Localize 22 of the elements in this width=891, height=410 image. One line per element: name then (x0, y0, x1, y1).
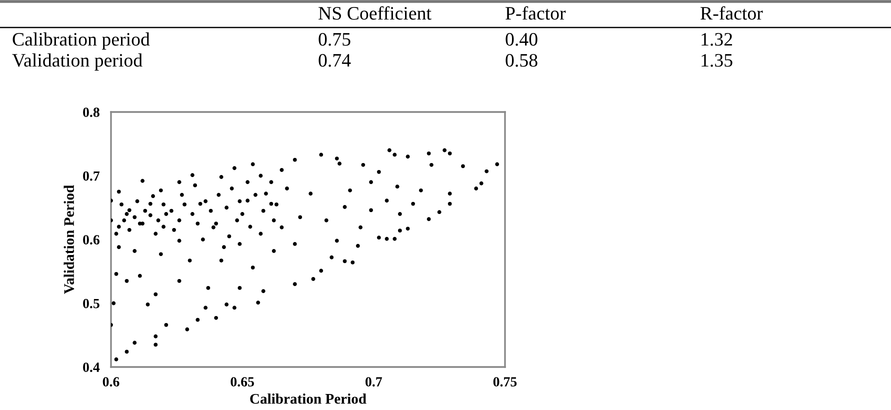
category-label: Calibration period (12, 32, 150, 50)
category-label: P-factor (506, 6, 566, 20)
x-axis-title: Calibration Period (250, 393, 366, 404)
x-tick-label: 0.75 (493, 377, 517, 387)
y-tick-label: 0.7 (83, 171, 100, 181)
text: 0.58 (506, 54, 538, 67)
x-tick-label: 0.65 (230, 377, 254, 387)
y-tick-label: 0.6 (83, 235, 100, 245)
category-label: NS Coefficient (318, 6, 432, 20)
category-label: R-factor (700, 6, 763, 20)
category-label: Validation period (12, 53, 142, 71)
y-tick-label: 0.8 (83, 108, 100, 118)
y-axis-title: Validation Period (64, 185, 74, 294)
text: 1.32 (702, 33, 732, 46)
x-tick-label: 0.7 (366, 377, 382, 387)
text: 0.40 (506, 32, 538, 46)
y-tick-label: 0.4 (83, 362, 100, 372)
text: 0.75 (318, 32, 350, 46)
y-tick-label: 0.5 (83, 298, 100, 308)
text: 1.35 (702, 54, 732, 67)
text: 0.74 (318, 54, 351, 67)
x-tick-label: 0.6 (102, 377, 120, 387)
